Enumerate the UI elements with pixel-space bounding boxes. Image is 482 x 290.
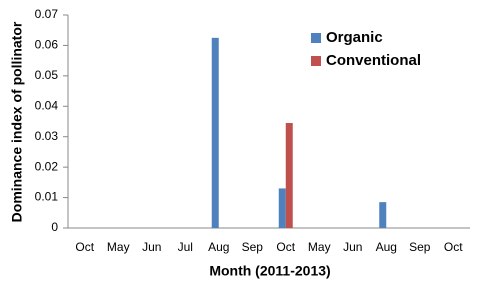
x-tick-label: Jun <box>142 240 161 254</box>
y-tick-label: 0.03 <box>35 129 59 143</box>
y-tick-label: 0 <box>51 220 58 234</box>
x-tick-label: Aug <box>376 240 397 254</box>
x-tick-label: Oct <box>444 240 463 254</box>
legend-text: Conventional <box>326 52 421 69</box>
y-tick-label: 0.04 <box>35 98 59 112</box>
x-tick-label: Jul <box>178 240 193 254</box>
bar <box>285 123 293 228</box>
x-tick-label: May <box>107 240 130 254</box>
x-axis-title: Month (2011-2013) <box>209 263 330 279</box>
legend-swatch <box>311 56 321 66</box>
x-tick-label: Sep <box>242 240 264 254</box>
bar <box>278 188 286 228</box>
x-tick-label: Sep <box>409 240 431 254</box>
legend-swatch <box>311 33 321 43</box>
bar <box>211 37 219 229</box>
y-tick-label: 0.05 <box>35 68 59 82</box>
y-tick-label: 0.06 <box>35 38 59 52</box>
y-tick-label: 0.02 <box>35 159 59 173</box>
y-axis-title: Dominance index of pollinator <box>9 21 25 222</box>
x-tick-label: Oct <box>75 240 94 254</box>
y-tick-label: 0.07 <box>35 7 59 21</box>
x-tick-label: Aug <box>208 240 229 254</box>
legend-text: Organic <box>326 29 383 46</box>
x-tick-label: Jun <box>343 240 362 254</box>
bar <box>379 202 387 228</box>
x-tick-label: May <box>308 240 331 254</box>
y-tick-label: 0.01 <box>35 190 59 204</box>
x-tick-label: Oct <box>276 240 295 254</box>
